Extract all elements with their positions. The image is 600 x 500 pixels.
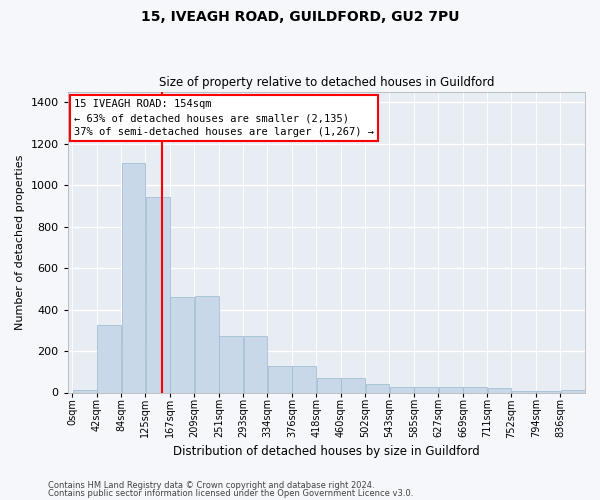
X-axis label: Distribution of detached houses by size in Guildford: Distribution of detached houses by size … [173, 444, 480, 458]
Bar [414, 388, 438, 392]
Bar [219, 336, 243, 392]
Y-axis label: Number of detached properties: Number of detached properties [15, 154, 25, 330]
Bar [244, 336, 267, 392]
Bar [97, 325, 121, 392]
Bar [463, 388, 487, 392]
Bar [561, 390, 584, 392]
Bar [439, 388, 463, 392]
Bar [366, 384, 389, 392]
Bar [146, 196, 170, 392]
Text: Contains public sector information licensed under the Open Government Licence v3: Contains public sector information licen… [48, 488, 413, 498]
Bar [170, 297, 194, 392]
Text: 15 IVEAGH ROAD: 154sqm
← 63% of detached houses are smaller (2,135)
37% of semi-: 15 IVEAGH ROAD: 154sqm ← 63% of detached… [74, 100, 374, 138]
Bar [122, 162, 145, 392]
Bar [488, 388, 511, 392]
Bar [195, 296, 218, 392]
Text: 15, IVEAGH ROAD, GUILDFORD, GU2 7PU: 15, IVEAGH ROAD, GUILDFORD, GU2 7PU [141, 10, 459, 24]
Bar [292, 366, 316, 392]
Bar [73, 390, 97, 392]
Title: Size of property relative to detached houses in Guildford: Size of property relative to detached ho… [158, 76, 494, 90]
Bar [268, 366, 292, 392]
Bar [317, 378, 341, 392]
Bar [390, 388, 413, 392]
Text: Contains HM Land Registry data © Crown copyright and database right 2024.: Contains HM Land Registry data © Crown c… [48, 480, 374, 490]
Bar [341, 378, 365, 392]
